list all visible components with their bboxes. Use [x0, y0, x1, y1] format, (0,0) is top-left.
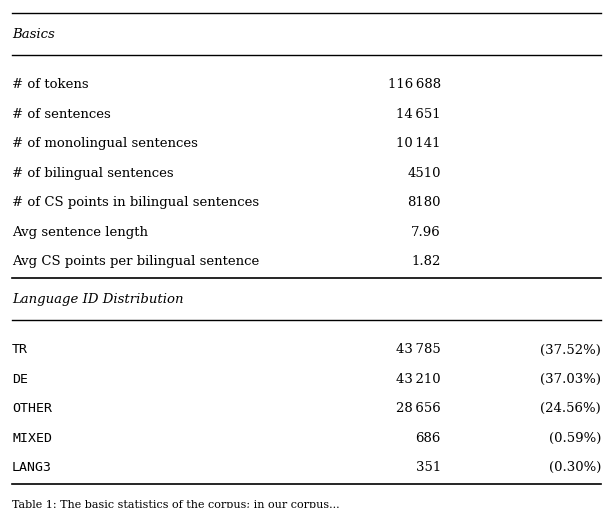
Text: 8180: 8180 — [408, 196, 441, 209]
Text: Basics: Basics — [12, 27, 55, 41]
Text: TR: TR — [12, 343, 28, 357]
Text: 43 785: 43 785 — [396, 343, 441, 357]
Text: 14 651: 14 651 — [396, 108, 441, 121]
Text: # of bilingual sentences: # of bilingual sentences — [12, 167, 174, 180]
Text: # of sentences: # of sentences — [12, 108, 111, 121]
Text: 686: 686 — [416, 432, 441, 445]
Text: 10 141: 10 141 — [396, 137, 441, 150]
Text: (37.52%): (37.52%) — [540, 343, 601, 357]
Text: # of tokens: # of tokens — [12, 78, 89, 91]
Text: (24.56%): (24.56%) — [540, 402, 601, 416]
Text: # of CS points in bilingual sentences: # of CS points in bilingual sentences — [12, 196, 259, 209]
Text: 4510: 4510 — [408, 167, 441, 180]
Text: MIXED: MIXED — [12, 432, 52, 445]
Text: Table 1: The basic statistics of the corpus; in our corpus...: Table 1: The basic statistics of the cor… — [12, 500, 339, 508]
Text: 1.82: 1.82 — [411, 255, 441, 268]
Text: Avg sentence length: Avg sentence length — [12, 226, 148, 239]
Text: 7.96: 7.96 — [411, 226, 441, 239]
Text: 116 688: 116 688 — [388, 78, 441, 91]
Text: 28 656: 28 656 — [396, 402, 441, 416]
Text: LANG3: LANG3 — [12, 461, 52, 474]
Text: 351: 351 — [416, 461, 441, 474]
Text: # of monolingual sentences: # of monolingual sentences — [12, 137, 198, 150]
Text: (37.03%): (37.03%) — [540, 373, 601, 386]
Text: (0.59%): (0.59%) — [548, 432, 601, 445]
Text: (0.30%): (0.30%) — [548, 461, 601, 474]
Text: Avg CS points per bilingual sentence: Avg CS points per bilingual sentence — [12, 255, 259, 268]
Text: 43 210: 43 210 — [396, 373, 441, 386]
Text: Language ID Distribution: Language ID Distribution — [12, 293, 184, 306]
Text: DE: DE — [12, 373, 28, 386]
Text: OTHER: OTHER — [12, 402, 52, 416]
